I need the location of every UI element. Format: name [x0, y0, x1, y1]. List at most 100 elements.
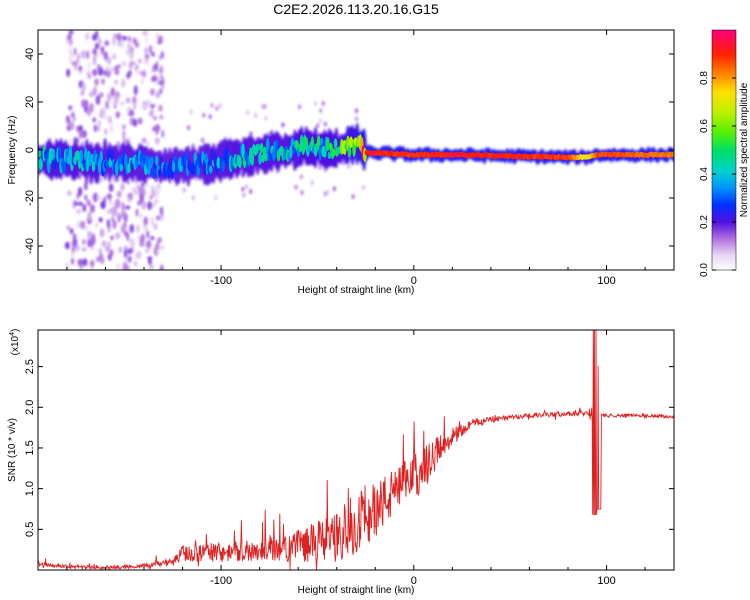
y-tick-label: 2.0 [24, 400, 36, 415]
noise-blob [115, 232, 121, 240]
noise-blob [137, 235, 141, 240]
noise-blob [139, 240, 145, 247]
noise-blob [107, 240, 111, 251]
noise-blob [111, 53, 117, 60]
noise-blob [108, 183, 114, 192]
noise-blob [144, 248, 150, 254]
colorbar-gradient [712, 30, 736, 270]
noise-blob [84, 225, 89, 232]
y-tick-label: 2.5 [24, 359, 36, 374]
noise-blob [300, 190, 304, 196]
noise-blob [144, 57, 149, 65]
noise-blob [95, 94, 101, 105]
noise-blob [127, 255, 132, 263]
noise-blob [120, 183, 125, 191]
noise-blob [140, 70, 143, 75]
noise-blob [159, 88, 163, 94]
noise-blob [158, 55, 162, 61]
noise-blob [186, 125, 190, 131]
noise-blob [86, 50, 89, 60]
noise-blob [361, 185, 365, 191]
noise-blob [76, 192, 80, 200]
noise-blob [150, 107, 154, 118]
noise-blob [92, 48, 97, 55]
noise-blob [74, 201, 78, 206]
colorbar-tick-label: 0.4 [699, 167, 710, 181]
y-tick-label: 40 [24, 48, 36, 60]
noise-blob [134, 41, 140, 48]
noise-blob [125, 49, 129, 56]
noise-blob [332, 186, 336, 192]
spectrogram-axes: -100 0 100 -40 -20 0 20 40 [24, 30, 674, 287]
x-tick-label: 100 [597, 575, 615, 587]
noise-blob [126, 72, 131, 79]
ridge-cell [208, 165, 213, 174]
noise-blob [155, 60, 159, 71]
noise-blob [97, 119, 101, 128]
noise-blob [95, 256, 101, 262]
noise-blob [118, 246, 122, 254]
snr-axes: -100 0 100 0.5 1.0 1.5 2.0 2.5 [24, 330, 674, 587]
snr-plot-area [38, 330, 674, 570]
ridge-cell [272, 147, 276, 161]
noise-blob [94, 42, 100, 50]
ridge-cell [333, 138, 338, 149]
noise-blob [66, 68, 70, 78]
x-tick-label: 0 [411, 275, 417, 287]
noise-blob [151, 51, 156, 57]
noise-blob [87, 71, 90, 77]
noise-blob [97, 37, 102, 46]
noise-blob [154, 137, 161, 144]
noise-blob [67, 34, 72, 41]
noise-blob [82, 238, 86, 246]
ridge-cell [83, 147, 88, 161]
noise-blob [143, 216, 148, 226]
y-tick-label: 0 [24, 147, 36, 153]
ridge-cell [119, 163, 124, 172]
noise-blob [106, 92, 112, 102]
noise-blob [89, 102, 94, 113]
noise-blob [93, 124, 97, 133]
noise-blob [90, 238, 94, 248]
noise-blob [355, 116, 359, 122]
noise-blob [149, 195, 154, 200]
snr-y-multiplier: (x104) [9, 329, 21, 356]
noise-blob [142, 137, 147, 143]
noise-blob [71, 257, 74, 265]
noise-blob [245, 184, 249, 190]
noise-blob [161, 129, 165, 138]
noise-blob [78, 65, 83, 72]
ridge-cell [57, 145, 62, 162]
noise-blob [104, 40, 110, 46]
noise-blob [72, 199, 76, 209]
noise-blob [319, 118, 323, 124]
noise-blob [158, 80, 164, 86]
noise-blob [80, 50, 87, 59]
ridge-cell [79, 149, 83, 163]
noise-blob [120, 210, 126, 220]
spectrogram-y-axis-label: Frequency (Hz) [7, 116, 18, 185]
noise-blob [111, 66, 115, 73]
y-tick-label: -20 [24, 190, 36, 206]
noise-blob [126, 264, 130, 270]
noise-blob [92, 69, 98, 77]
noise-blob [87, 61, 91, 71]
noise-blob [261, 104, 265, 110]
noise-blob [103, 51, 107, 60]
noise-blob [150, 216, 154, 227]
noise-blob [100, 256, 105, 265]
noise-blob [116, 64, 122, 69]
noise-blob [210, 102, 214, 108]
noise-blob [69, 228, 74, 235]
noise-blob [125, 205, 131, 210]
ridge-cell [150, 156, 154, 167]
noise-blob [99, 177, 103, 183]
noise-blob [133, 85, 138, 96]
noise-blob [68, 139, 72, 144]
noise-blob [298, 104, 302, 110]
noise-blob [66, 115, 71, 125]
noise-blob [254, 113, 258, 119]
noise-blob [109, 124, 114, 134]
noise-blob [139, 213, 142, 219]
noise-blob [78, 125, 83, 131]
